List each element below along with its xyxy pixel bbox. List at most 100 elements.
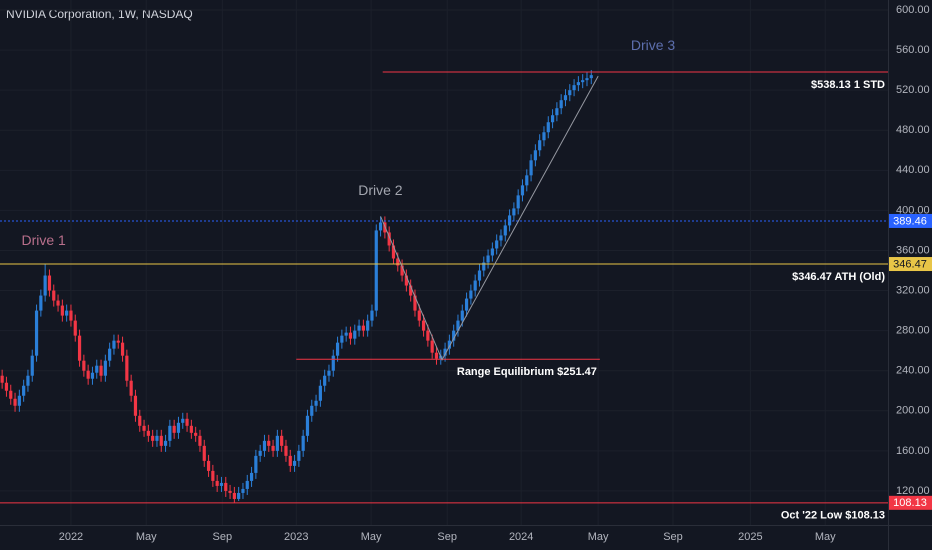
candle-body (413, 295, 417, 311)
candle-body (26, 375, 30, 386)
y-tick-label: 240.00 (896, 365, 930, 377)
candle-body (262, 440, 267, 451)
candle-body (163, 440, 168, 446)
candle-body (314, 400, 318, 406)
candle-body (271, 445, 275, 451)
candle-body (495, 240, 499, 249)
candle-body (585, 78, 589, 81)
candle-body (370, 310, 374, 321)
candle-body (482, 262, 486, 271)
candle-body (228, 490, 232, 493)
candle-body (99, 365, 103, 376)
price-tag (889, 257, 932, 272)
x-tick-label: 2022 (59, 531, 83, 543)
candle-body (13, 398, 17, 406)
candle-body (215, 480, 219, 486)
candle-body (568, 90, 572, 96)
candle-body (284, 445, 288, 456)
candle-body (168, 425, 172, 441)
level-label: $346.47 ATH (Old) (792, 271, 885, 283)
candle-body (331, 355, 335, 371)
candle-body (77, 335, 82, 361)
y-tick-label: 560.00 (896, 44, 930, 56)
candle-body (65, 310, 69, 316)
x-tick-label: 2023 (284, 531, 308, 543)
candle-body (443, 348, 447, 356)
candle-body (288, 455, 292, 466)
candle-body (52, 290, 56, 301)
candle-body (529, 160, 533, 176)
y-tick-label: 160.00 (896, 445, 930, 457)
candle-body (211, 470, 215, 481)
candle-body (348, 332, 353, 339)
candle-body (60, 305, 64, 316)
y-tick-label: 600.00 (896, 4, 930, 16)
x-tick-label: Sep (437, 531, 457, 543)
candle-body (198, 435, 202, 446)
candle-body (447, 340, 451, 349)
y-tick-label: 280.00 (896, 325, 930, 337)
candle-body (258, 450, 262, 456)
candle-body (473, 280, 477, 291)
candle-body (550, 115, 555, 123)
x-tick-label: May (815, 531, 836, 543)
y-tick-label: 200.00 (896, 405, 930, 417)
candle-body (47, 275, 52, 291)
candle-body (146, 430, 150, 436)
annotation: Drive 1 (22, 232, 67, 248)
candle-body (267, 440, 271, 446)
candle-body (112, 340, 116, 349)
candle-body (546, 122, 550, 133)
candle-body (323, 375, 327, 386)
annotation: Drive 2 (358, 182, 403, 198)
candle-body (254, 455, 258, 473)
candle-body (301, 435, 305, 451)
candle-body (404, 275, 408, 286)
candle-body (241, 488, 245, 493)
candle-body (202, 445, 206, 461)
candle-body (525, 175, 529, 186)
trend-line (380, 75, 599, 361)
y-tick-label: 120.00 (896, 485, 930, 497)
candle-body (297, 450, 301, 461)
candle-body (477, 270, 482, 281)
candle-body (0, 375, 4, 383)
candle-body (22, 385, 26, 396)
candle-body (142, 425, 146, 431)
candle-body (249, 472, 254, 481)
price-tag-label: 346.47 (893, 258, 927, 270)
y-tick-label: 520.00 (896, 84, 930, 96)
candle-body (391, 245, 396, 259)
candle-body (219, 482, 224, 486)
candle-body (56, 300, 60, 306)
candle-body (95, 365, 99, 373)
candle-body (507, 215, 512, 226)
price-tag (889, 213, 932, 228)
candle-body (224, 482, 228, 491)
candle-body (533, 150, 537, 161)
candle-body (387, 232, 391, 246)
candle-body (490, 248, 494, 256)
candle-body (155, 435, 159, 441)
candle-body (434, 352, 439, 359)
candle-body (151, 435, 155, 441)
x-tick-label: 2024 (509, 531, 533, 543)
candle-body (340, 335, 344, 343)
candle-body (133, 395, 138, 416)
candle-body (417, 310, 421, 321)
y-tick-label: 400.00 (896, 204, 930, 216)
candle-body (520, 185, 525, 196)
x-tick-label: Sep (663, 531, 683, 543)
level-label: Range Equilibrium $251.47 (457, 366, 597, 378)
candle-body (469, 290, 473, 299)
candle-body (73, 320, 77, 336)
y-tick-label: 440.00 (896, 164, 930, 176)
level-label: $538.13 1 STD (811, 79, 885, 91)
candle-body (353, 330, 357, 339)
candle-body (499, 235, 503, 241)
candle-body (555, 108, 559, 116)
candle-body (538, 140, 542, 151)
candle-body (589, 75, 593, 79)
